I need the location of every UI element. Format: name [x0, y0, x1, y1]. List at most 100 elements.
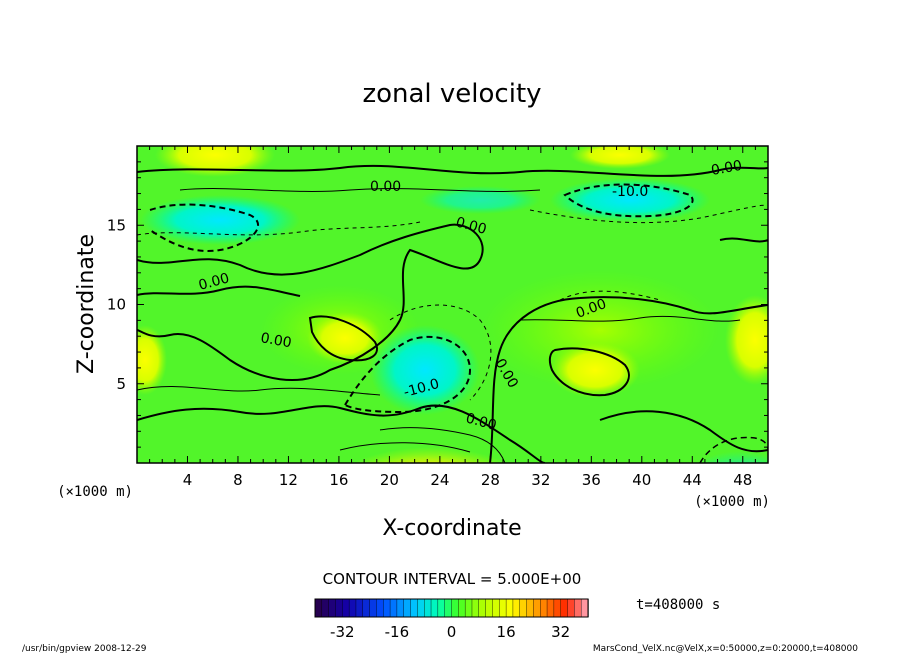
colorbar-swatch: [376, 598, 384, 618]
contour-thin: [137, 385, 381, 396]
colorbar: [314, 598, 589, 618]
contour-zero: [599, 410, 768, 453]
x-tick-label: 8: [233, 471, 243, 489]
colorbar-swatch: [533, 598, 541, 618]
colorbar-ticks: -32 -16 0 16 32: [330, 623, 570, 641]
contour-zero: [489, 296, 768, 463]
contour-label: 0.00: [710, 158, 743, 179]
colorbar-swatch: [540, 598, 548, 618]
x-tick-label: 32: [531, 471, 550, 489]
colorbar-swatch: [478, 598, 487, 618]
colorbar-tick-label: 16: [497, 623, 516, 641]
positive-region: [137, 325, 167, 395]
x-unit-label-left: (×1000 m): [57, 484, 133, 500]
y-tick-label: 15: [107, 216, 126, 234]
colorbar-swatch: [499, 598, 507, 618]
contour-zero: [548, 347, 630, 397]
x-tick-label: 36: [582, 471, 601, 489]
y-tick-label: 5: [116, 375, 126, 393]
colorbar-tick-label: 32: [551, 623, 570, 641]
contour-thin: [519, 315, 741, 322]
contour-label: 0.00: [454, 214, 488, 238]
negative-region: [550, 178, 710, 222]
footer-left: /usr/bin/gpview 2008-12-29: [22, 644, 147, 654]
contour-label: -10.0: [612, 184, 648, 200]
x-tick-label: 48: [733, 471, 752, 489]
colorbar-swatch: [355, 598, 364, 618]
colorbar-swatch: [335, 598, 344, 618]
colorbar-swatch: [396, 598, 405, 618]
colorbar-swatch: [574, 598, 582, 618]
colorbar-swatch: [458, 598, 466, 618]
contour-thin: [179, 188, 541, 192]
contour-negative-thin: [559, 290, 661, 301]
colorbar-swatch: [437, 598, 446, 618]
colorbar-swatch: [505, 598, 514, 618]
colorbar-swatch: [512, 598, 521, 618]
colorbar-tick-label: -32: [330, 623, 355, 641]
y-axis-title: Z-coordinate: [74, 234, 99, 374]
colorbar-swatch: [410, 598, 419, 618]
y-tick-label: 10: [107, 296, 126, 314]
contour-negative: [563, 183, 694, 218]
x-unit-label-right: (×1000 m): [694, 494, 770, 510]
max-region: [350, 423, 510, 463]
x-tick-label: 24: [430, 471, 449, 489]
negative-region: [370, 325, 480, 415]
x-tick-label: 20: [380, 471, 399, 489]
contour-label: 0.00: [259, 330, 292, 351]
colorbar-swatch: [342, 598, 350, 618]
colorbar-swatch: [526, 598, 535, 618]
colorbar-swatch: [451, 598, 460, 618]
colorbar-swatch: [492, 598, 500, 618]
colorbar-swatch: [314, 598, 323, 618]
colorbar-frame: [314, 598, 589, 618]
negative-region: [420, 186, 540, 214]
colorbar-swatch: [403, 598, 412, 618]
contour-lines: [137, 164, 768, 463]
contour-negative-thin: [137, 221, 421, 236]
colorbar-swatch: [546, 598, 555, 618]
x-tick-label: 40: [632, 471, 651, 489]
contour-negative: [149, 203, 260, 252]
contour-thin: [339, 442, 471, 453]
colorbar-swatch: [321, 598, 330, 618]
y-axis: 5 10 15: [107, 161, 768, 448]
colorbar-swatch: [389, 598, 398, 618]
colorbar-swatch: [383, 598, 391, 618]
chart-title: zonal velocity: [362, 79, 541, 109]
positive-region: [570, 146, 670, 169]
contour-negative: [344, 335, 472, 414]
contour-interval-label: CONTOUR INTERVAL = 5.000E+00: [323, 570, 582, 588]
contour-zero: [137, 285, 301, 297]
contour-thin: [379, 427, 506, 463]
x-tick-label: 16: [329, 471, 348, 489]
footer-right: MarsCond_VelX.nc@VelX,x=0:50000,z=0:2000…: [593, 644, 858, 654]
negative-region: [695, 433, 768, 463]
contour-zero: [137, 164, 768, 177]
contour-zero: [137, 223, 484, 381]
colorbar-swatch: [417, 598, 425, 618]
x-tick-label: 44: [683, 471, 702, 489]
contour-negative-thin: [389, 304, 492, 401]
colorbar-swatch: [348, 598, 357, 618]
colorbar-tick-label: -16: [385, 623, 410, 641]
contour-zero: [137, 404, 546, 463]
plot-area: 0.00 0.00 -10.0 0.00 0.00 0.00 0.00 0.00…: [136, 145, 769, 464]
colorbar-swatch: [464, 598, 473, 618]
colorbar-swatch: [485, 598, 494, 618]
colorbar-swatch: [553, 598, 562, 618]
positive-region: [480, 270, 720, 390]
color-field: 0.00 0.00 -10.0 0.00 0.00 0.00 0.00 0.00…: [137, 146, 768, 463]
colorbar-swatch: [580, 598, 589, 618]
colorbar-swatch: [362, 598, 371, 618]
time-label: t=408000 s: [636, 597, 720, 613]
contour-label: 0.00: [197, 270, 231, 294]
colorbar-swatch: [471, 598, 480, 618]
positive-region: [550, 342, 640, 398]
contour-negative-thin: [529, 204, 768, 224]
x-tick-label: 12: [279, 471, 298, 489]
contour-label: 0.00: [370, 179, 401, 195]
colorbar-swatch: [424, 598, 432, 618]
